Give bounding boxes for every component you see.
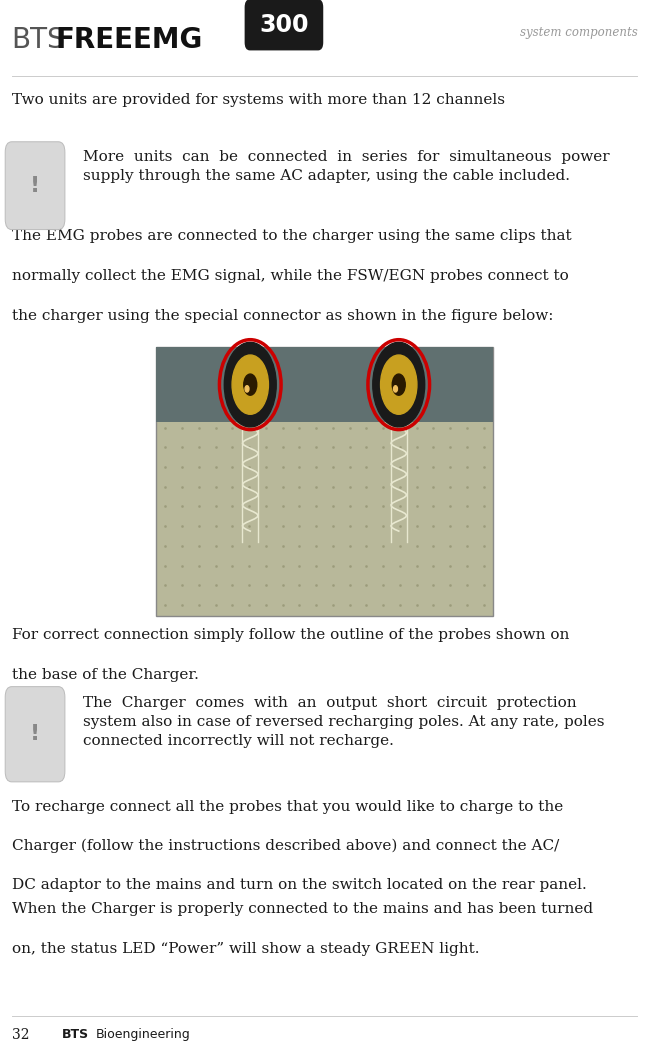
Text: the charger using the special connector as shown in the figure below:: the charger using the special connector …	[12, 309, 553, 323]
Text: !: !	[30, 176, 40, 196]
Circle shape	[373, 343, 424, 427]
FancyBboxPatch shape	[245, 0, 323, 50]
Text: To recharge connect all the probes that you would like to charge to the: To recharge connect all the probes that …	[12, 800, 563, 814]
Circle shape	[380, 355, 417, 415]
Circle shape	[244, 375, 257, 396]
Circle shape	[225, 343, 276, 427]
Text: BTS: BTS	[12, 26, 66, 54]
Text: DC adaptor to the mains and turn on the switch located on the rear panel.: DC adaptor to the mains and turn on the …	[12, 878, 587, 892]
Text: normally collect the EMG signal, while the FSW/EGN probes connect to: normally collect the EMG signal, while t…	[12, 269, 569, 282]
Text: The EMG probes are connected to the charger using the same clips that: The EMG probes are connected to the char…	[12, 229, 571, 242]
Text: More  units  can  be  connected  in  series  for  simultaneous  power
supply thr: More units can be connected in series fo…	[83, 150, 609, 183]
Text: !: !	[30, 725, 40, 744]
Text: Two units are provided for systems with more than 12 channels: Two units are provided for systems with …	[12, 93, 505, 107]
Text: 32: 32	[12, 1028, 29, 1042]
FancyBboxPatch shape	[5, 687, 65, 782]
Text: on, the status LED “Power” will show a steady GREEN light.: on, the status LED “Power” will show a s…	[12, 942, 479, 955]
Circle shape	[232, 355, 269, 415]
Text: Charger (follow the instructions described above) and connect the AC/: Charger (follow the instructions describ…	[12, 839, 559, 854]
Text: 300: 300	[259, 13, 309, 37]
FancyBboxPatch shape	[5, 142, 65, 230]
Bar	[156, 347, 493, 422]
Text: system components: system components	[520, 26, 637, 39]
Circle shape	[245, 386, 249, 393]
Circle shape	[393, 386, 397, 393]
Text: For correct connection simply follow the outline of the probes shown on: For correct connection simply follow the…	[12, 628, 569, 642]
Text: Bioengineering: Bioengineering	[96, 1028, 191, 1041]
Bar	[156, 347, 493, 616]
Text: the base of the Charger.: the base of the Charger.	[12, 668, 199, 681]
Circle shape	[392, 375, 405, 396]
Text: FREEEMG: FREEEMG	[55, 26, 202, 54]
Text: The  Charger  comes  with  an  output  short  circuit  protection
system also in: The Charger comes with an output short c…	[83, 696, 605, 748]
Text: When the Charger is properly connected to the mains and has been turned: When the Charger is properly connected t…	[12, 902, 593, 916]
Text: BTS: BTS	[62, 1028, 89, 1041]
